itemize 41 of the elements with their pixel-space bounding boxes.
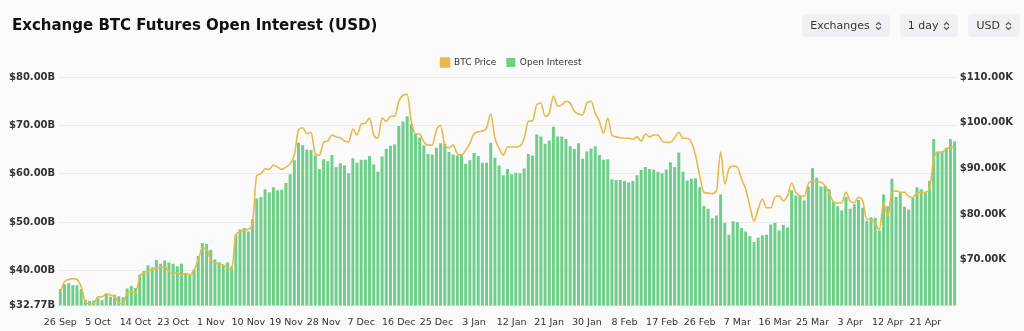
y2-tick-label: $100.00K [959, 116, 1015, 128]
y-tick-label: $32.77B [8, 299, 56, 311]
x-tick-label: 8 Feb [611, 315, 638, 327]
y2-tick-label: $70.00K [959, 253, 1008, 265]
y2-tick-label: $80.00K [959, 207, 1008, 219]
y2-tick-label: $110.00K [959, 70, 1015, 82]
text: Exchanges [810, 19, 870, 32]
x-tick-label: 5 Oct [85, 315, 111, 327]
y-tick-label: $40.00B [8, 264, 56, 276]
x-tick-label: 14 Oct [119, 315, 152, 327]
x-tick-label: 1 Nov [196, 315, 225, 327]
y-tick-label: $80.00B [8, 70, 56, 82]
x-tick-label: 21 Apr [909, 315, 942, 327]
x-tick-label: 16 Mar [758, 315, 792, 327]
y-tick-label: $50.00B [8, 215, 56, 227]
x-tick-label: 3 Apr [837, 315, 863, 327]
x-tick-label: 25 Mar [796, 315, 830, 327]
x-tick-label: 26 Sep [43, 315, 77, 327]
text: 1 day [907, 19, 939, 32]
x-tick-label: 12 Apr [871, 315, 904, 327]
text: USD [976, 19, 1000, 32]
x-tick-label: 16 Dec [382, 315, 416, 327]
x-tick-label: 30 Jan [571, 315, 602, 327]
y2-tick-label: $90.00K [959, 162, 1008, 174]
x-tick-label: 12 Jan [496, 315, 527, 327]
x-tick-label: 7 Dec [347, 315, 375, 327]
x-tick-label: 3 Jan [462, 315, 486, 327]
y-tick-label: $70.00B [8, 119, 56, 130]
legend-label: BTC Price [454, 56, 497, 67]
x-tick-label: 25 Dec [419, 315, 454, 327]
chart-title: Exchange BTC Futures Open Interest (USD) [12, 16, 378, 34]
x-tick-label: 10 Nov [231, 315, 266, 327]
x-tick-label: 7 Mar [723, 315, 751, 327]
x-tick-label: 26 Feb [683, 315, 716, 327]
x-tick-label: 19 Nov [269, 315, 304, 327]
x-tick-label: 28 Nov [306, 315, 341, 327]
legend-label: Open Interest [519, 56, 582, 67]
x-tick-label: 17 Feb [646, 315, 679, 327]
x-tick-label: 21 Jan [534, 315, 565, 327]
x-tick-label: 23 Oct [157, 315, 190, 327]
y-tick-label: $60.00B [8, 167, 56, 179]
